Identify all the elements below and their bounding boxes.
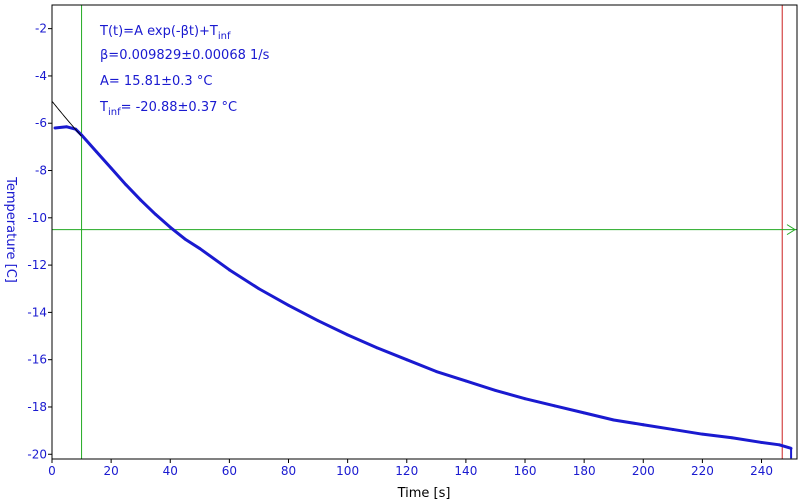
temperature-data-point [109, 166, 113, 170]
tinf-subscript: inf [108, 107, 121, 118]
temperature-data-point [671, 428, 675, 431]
temperature-data-point [494, 389, 497, 392]
temperature-data-point [405, 358, 409, 362]
temperature-data-point [346, 333, 350, 337]
temperature-data-point [730, 436, 734, 440]
x-tick-label: 180 [573, 464, 596, 478]
a-value: A= 15.81±0.3 °C [100, 74, 212, 89]
temperature-data-point [124, 183, 128, 187]
tinf-number: = -20.88±0.37 °C [121, 100, 237, 115]
temperature-data-point [701, 432, 704, 436]
x-tick-label: 40 [163, 464, 178, 478]
x-tick-label: 0 [48, 464, 56, 478]
x-tick-label: 80 [281, 464, 296, 478]
temperature-data-point [316, 319, 320, 323]
y-tick-label: -6 [35, 116, 47, 130]
fit-formula-subscript: inf [218, 31, 231, 42]
y-tick-label: -8 [35, 164, 47, 178]
horizontal-cursor-arrow-icon [786, 224, 796, 236]
y-tick-label: -2 [35, 22, 47, 36]
temperature-data-point [168, 225, 172, 229]
y-tick-label: -12 [27, 258, 47, 272]
y-tick-label: -14 [27, 305, 47, 319]
temperature-data-point [612, 418, 616, 422]
x-tick-label: 200 [632, 464, 655, 478]
temperature-data-point [65, 125, 69, 129]
y-tick-label: -16 [27, 353, 47, 367]
temperature-data-point [464, 379, 468, 383]
temperature-data-point [183, 237, 187, 241]
plot-frame [51, 4, 798, 460]
fit-formula: T(t)=A exp(-βt)+Tinf [99, 24, 231, 42]
fit-curve [51, 100, 82, 137]
temperature-data-point [94, 150, 98, 154]
temperature-data-point [154, 212, 157, 216]
x-tick-label: 120 [395, 464, 418, 478]
temperature-data-point [434, 370, 438, 373]
x-tick-label: 160 [514, 464, 537, 478]
x-tick-label: 240 [750, 464, 773, 478]
temperature-data-point [582, 411, 586, 415]
temperature-data-point [257, 287, 261, 291]
temperature-data-point [53, 126, 57, 130]
temperature-data-point [523, 397, 527, 401]
y-axis-title: Temperature [C] [3, 176, 18, 283]
tinf-symbol: T [99, 100, 108, 115]
y-tick-label: -10 [27, 211, 47, 225]
y-tick-label: -18 [27, 400, 47, 414]
temperature-data-point [227, 268, 231, 272]
fit-formula-main: T(t)=A exp(-βt)+T [99, 24, 218, 39]
temperature-data-point [139, 198, 143, 202]
y-axis: -20 -18 -16 -14 -12 -10 -8 -6 -4 -2 [27, 22, 52, 461]
x-tick-label: 100 [336, 464, 359, 478]
series-layer [53, 125, 793, 459]
temperature-data-point [641, 423, 645, 427]
y-tick-label: -4 [35, 69, 47, 83]
x-tick-label: 60 [222, 464, 237, 478]
y-tick-label: -20 [27, 447, 47, 461]
temperature-data-point [760, 441, 763, 444]
beta-value: β=0.009829±0.00068 1/s [100, 48, 270, 63]
temperature-data-point [553, 404, 556, 408]
x-tick-label: 140 [454, 464, 477, 478]
temperature-data-point [198, 247, 202, 250]
tinf-value: Tinf= -20.88±0.37 °C [99, 100, 237, 118]
temperature-data-point [375, 346, 379, 350]
x-axis-title: Time [s] [397, 486, 451, 501]
x-axis: 0 20 40 60 80 100 120 140 160 180 200 220 240 [48, 459, 773, 478]
temperature-data-point [777, 443, 781, 447]
x-tick-label: 20 [103, 464, 118, 478]
temperature-data-point [287, 303, 290, 307]
x-tick-label: 220 [691, 464, 714, 478]
